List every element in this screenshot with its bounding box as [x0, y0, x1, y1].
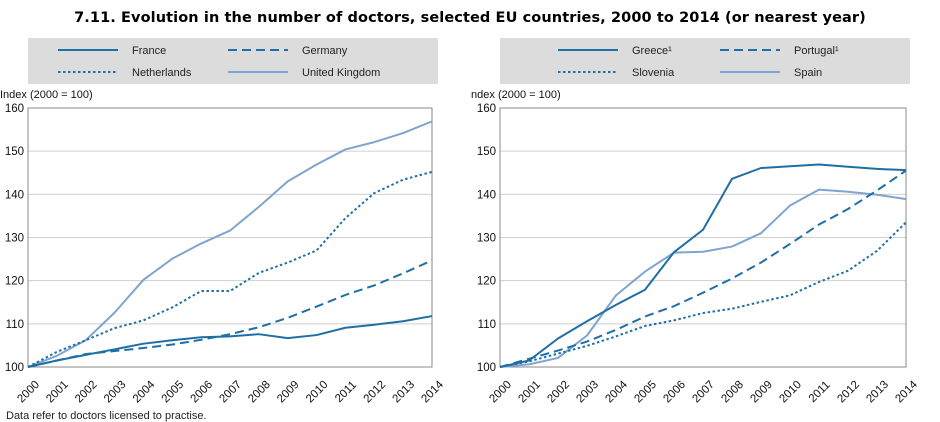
x-tick-label-2007: 2007 [217, 379, 244, 406]
y-axis: 100 110 120 130 140 150 160 [477, 103, 496, 374]
legend-label-netherlands: Netherlands [132, 67, 192, 79]
x-tick-label-2010: 2010 [304, 379, 331, 406]
x-tick-label-2014: 2014 [893, 378, 920, 405]
x-tick-label-2005: 2005 [160, 379, 187, 406]
x-axis: 2000 2001 2002 2003 2004 2005 2006 2007 2008 2009… [15, 378, 446, 405]
x-tick-label-2011: 2011 [807, 379, 833, 405]
x-tick-label-2014: 2014 [419, 378, 446, 405]
legend-label-greece: Greece¹ [632, 45, 672, 57]
legend-box [500, 38, 910, 84]
legend-item-netherlands: Netherlands [58, 67, 192, 79]
x-tick-label-2013: 2013 [391, 379, 418, 406]
x-tick-label-2007: 2007 [690, 379, 717, 406]
legend-label-spain: Spain [794, 67, 822, 79]
y-tick-label-100: 100 [5, 362, 24, 374]
series-lines [499, 163, 907, 368]
x-tick-label-2003: 2003 [102, 379, 129, 406]
legend-item-slovenia: Slovenia [558, 67, 675, 79]
y-tick-label-110: 110 [6, 319, 24, 331]
plot-border [499, 107, 907, 368]
legend-label-portugal: Portugal¹ [794, 45, 839, 57]
x-tick-label-2006: 2006 [661, 379, 688, 406]
x-tick-label-2009: 2009 [275, 379, 302, 406]
y-tick-label-160: 160 [5, 103, 24, 115]
x-tick-label-2013: 2013 [864, 379, 891, 406]
x-tick-label-2012: 2012 [362, 379, 389, 406]
x-tick-label-2000: 2000 [487, 379, 514, 406]
x-tick-label-2002: 2002 [545, 379, 572, 406]
series-line-portugal [499, 169, 907, 368]
series-line-united-kingdom [27, 120, 433, 368]
gridlines [28, 150, 432, 325]
gridlines [500, 150, 906, 325]
legend-item-spain: Spain [720, 67, 822, 79]
x-tick-label-2012: 2012 [835, 379, 862, 406]
footnote: Data refer to doctors licensed to practi… [6, 410, 207, 422]
x-tick-label-2005: 2005 [632, 379, 659, 406]
x-tick-label-2010: 2010 [777, 379, 804, 406]
plot-border [27, 107, 433, 368]
chart-left-panel: France Germany Netherlands United Kingdom 10… [0, 38, 446, 405]
y-axis-title: Index (2000 = 100) [470, 89, 561, 101]
x-tick-label-2001: 2001 [44, 379, 71, 406]
legend-item-germany: Germany [228, 45, 348, 57]
legend: France Germany Netherlands United Kingdom [28, 38, 438, 84]
chart-right-panel: Greece¹ Portugal¹ Slovenia Spain 100 110 120 13… [470, 38, 920, 405]
x-tick-label-2004: 2004 [603, 378, 630, 405]
y-tick-label-150: 150 [5, 146, 24, 158]
y-tick-label-160: 160 [477, 103, 496, 115]
x-tick-label-2001: 2001 [516, 379, 543, 406]
series-lines [27, 120, 433, 368]
series-line-france [27, 315, 433, 368]
x-axis: 2000 2001 2002 2003 2004 2005 2006 2007 2008 2009… [487, 378, 920, 405]
x-tick-label-2003: 2003 [574, 379, 601, 406]
x-tick-label-2009: 2009 [748, 379, 775, 406]
y-tick-label-120: 120 [5, 276, 24, 288]
legend-label-slovenia: Slovenia [632, 67, 675, 79]
y-tick-label-100: 100 [477, 362, 496, 374]
x-tick-label-2000: 2000 [15, 379, 42, 406]
y-tick-label-120: 120 [477, 276, 496, 288]
y-tick-label-150: 150 [477, 146, 496, 158]
y-tick-label-130: 130 [5, 233, 24, 245]
legend-item-portugal: Portugal¹ [720, 45, 839, 57]
legend-label-germany: Germany [302, 45, 348, 57]
legend: Greece¹ Portugal¹ Slovenia Spain [500, 38, 910, 84]
y-tick-label-140: 140 [477, 189, 496, 201]
figure-title: 7.11. Evolution in the number of doctors… [74, 10, 866, 26]
legend-item-greece: Greece¹ [558, 45, 672, 57]
legend-label-united-kingdom: United Kingdom [302, 67, 380, 79]
legend-item-united-kingdom: United Kingdom [228, 67, 380, 79]
legend-label-france: France [132, 45, 166, 57]
x-tick-label-2004: 2004 [131, 378, 158, 405]
y-axis-title: Index (2000 = 100) [0, 89, 93, 101]
y-tick-label-110: 110 [478, 319, 496, 331]
x-tick-label-2006: 2006 [189, 379, 216, 406]
legend-item-france: France [58, 45, 166, 57]
y-tick-label-140: 140 [5, 189, 24, 201]
series-line-germany [27, 259, 433, 368]
x-tick-label-2008: 2008 [246, 379, 273, 406]
series-line-slovenia [499, 221, 907, 368]
x-tick-label-2002: 2002 [73, 379, 100, 406]
y-axis: 100 110 120 130 140 150 160 [5, 103, 24, 374]
legend-box [28, 38, 438, 84]
x-tick-label-2011: 2011 [333, 379, 359, 405]
y-tick-label-130: 130 [477, 233, 496, 245]
series-line-spain [499, 188, 907, 368]
series-line-greece [499, 163, 907, 368]
x-tick-label-2008: 2008 [719, 379, 746, 406]
